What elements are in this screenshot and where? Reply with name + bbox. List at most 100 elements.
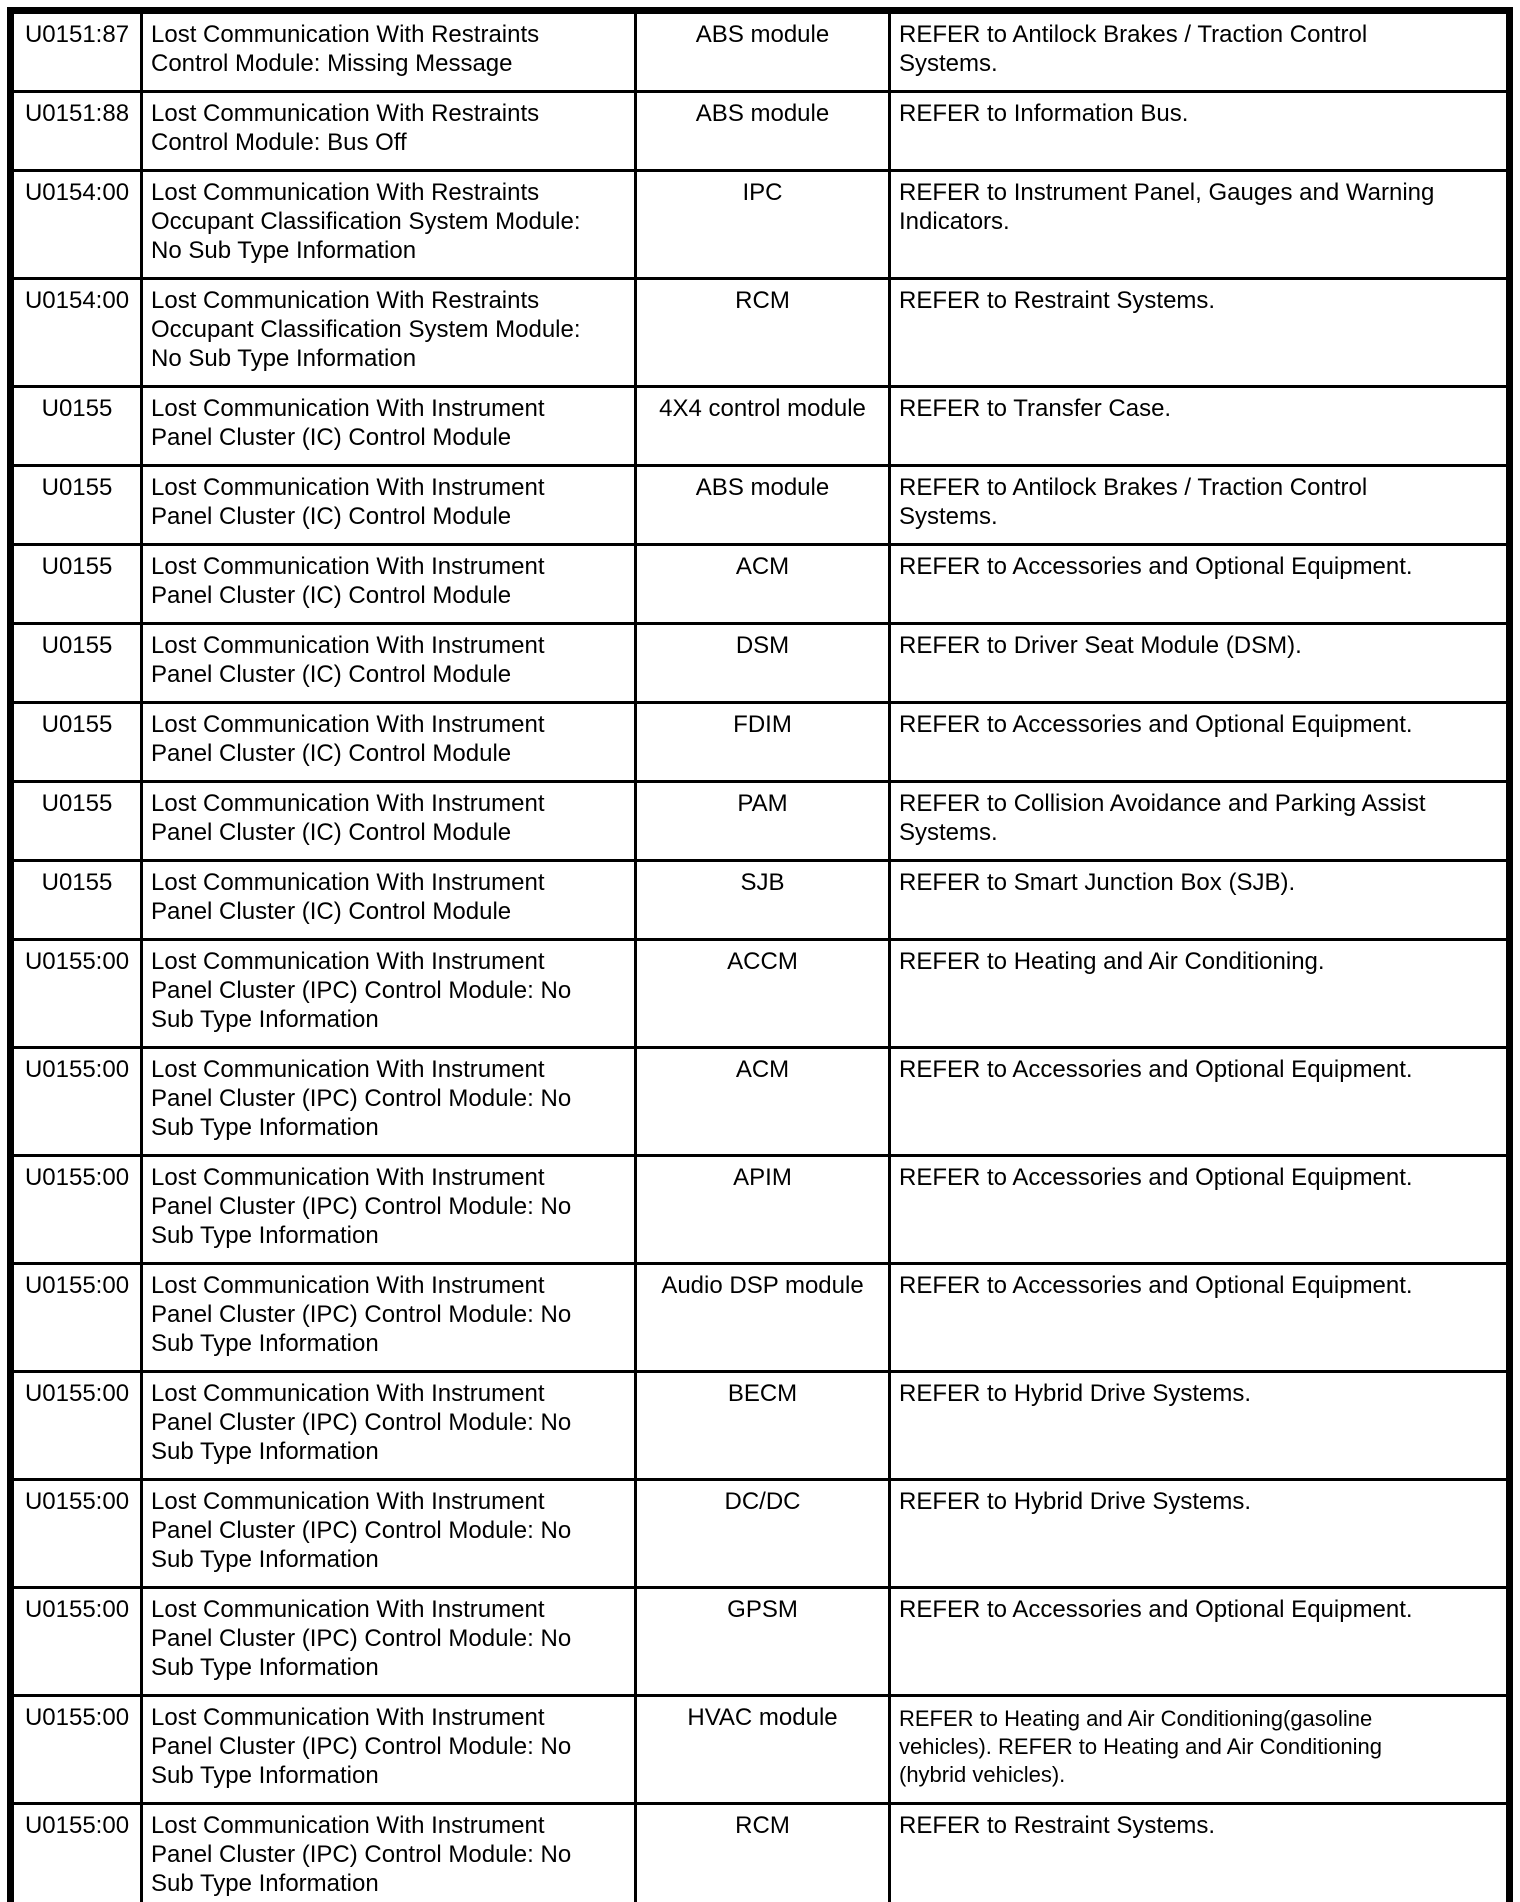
dtc-code-cell: U0155 [9, 543, 143, 625]
description-cell: Lost Communication With Instrument Panel… [140, 464, 637, 546]
table-row: U0155 Lost Communication With Instrument… [9, 543, 1511, 625]
module-cell: ACM [634, 543, 891, 625]
description-cell: Lost Communication With Instrument Panel… [140, 543, 637, 625]
action-cell: REFER to Heating and Air Conditioning(ga… [888, 1694, 1511, 1805]
table-row: U0151:87 Lost Communication With Restrai… [9, 9, 1511, 93]
module-cell: ACCM [634, 938, 891, 1049]
module-cell: BECM [634, 1370, 891, 1481]
table-row: U0155:00 Lost Communication With Instrum… [9, 1370, 1511, 1481]
dtc-code-cell: U0155:00 [9, 1370, 143, 1481]
action-cell: REFER to Accessories and Optional Equipm… [888, 1046, 1511, 1157]
action-cell: REFER to Antilock Brakes / Traction Cont… [888, 464, 1511, 546]
description-cell: Lost Communication With Instrument Panel… [140, 701, 637, 783]
dtc-code-cell: U0151:88 [9, 90, 143, 172]
action-cell: REFER to Restraint Systems. [888, 1802, 1511, 1902]
module-cell: PAM [634, 780, 891, 862]
table-row: U0154:00 Lost Communication With Restrai… [9, 277, 1511, 388]
dtc-code-cell: U0155:00 [9, 1154, 143, 1265]
table-row: U0155 Lost Communication With Instrument… [9, 859, 1511, 941]
dtc-table: U0151:87 Lost Communication With Restrai… [7, 7, 1513, 1902]
table-row: U0155:00 Lost Communication With Instrum… [9, 1802, 1511, 1902]
dtc-code-cell: U0155 [9, 464, 143, 546]
dtc-code-cell: U0155 [9, 859, 143, 941]
table-row: U0155:00 Lost Communication With Instrum… [9, 1262, 1511, 1373]
action-cell: REFER to Hybrid Drive Systems. [888, 1478, 1511, 1589]
dtc-code-cell: U0155:00 [9, 1694, 143, 1805]
table-row: U0154:00 Lost Communication With Restrai… [9, 169, 1511, 280]
description-cell: Lost Communication With Restraints Contr… [140, 90, 637, 172]
module-cell: 4X4 control module [634, 385, 891, 467]
module-cell: ABS module [634, 90, 891, 172]
dtc-code-cell: U0155:00 [9, 1586, 143, 1697]
dtc-code-cell: U0151:87 [9, 9, 143, 93]
description-cell: Lost Communication With Instrument Panel… [140, 1694, 637, 1805]
action-cell: REFER to Hybrid Drive Systems. [888, 1370, 1511, 1481]
description-cell: Lost Communication With Instrument Panel… [140, 1370, 637, 1481]
table-row: U0155:00 Lost Communication With Instrum… [9, 1694, 1511, 1805]
description-cell: Lost Communication With Restraints Occup… [140, 277, 637, 388]
table-row: U0151:88 Lost Communication With Restrai… [9, 90, 1511, 172]
table-row: U0155:00 Lost Communication With Instrum… [9, 938, 1511, 1049]
action-cell: REFER to Accessories and Optional Equipm… [888, 543, 1511, 625]
action-cell: REFER to Instrument Panel, Gauges and Wa… [888, 169, 1511, 280]
dtc-code-cell: U0155:00 [9, 1478, 143, 1589]
dtc-code-cell: U0155 [9, 622, 143, 704]
module-cell: ABS module [634, 464, 891, 546]
dtc-code-cell: U0155:00 [9, 1262, 143, 1373]
description-cell: Lost Communication With Instrument Panel… [140, 938, 637, 1049]
action-cell: REFER to Collision Avoidance and Parking… [888, 780, 1511, 862]
module-cell: APIM [634, 1154, 891, 1265]
action-cell: REFER to Heating and Air Conditioning. [888, 938, 1511, 1049]
module-cell: RCM [634, 277, 891, 388]
module-cell: RCM [634, 1802, 891, 1902]
dtc-code-cell: U0155 [9, 780, 143, 862]
table-row: U0155 Lost Communication With Instrument… [9, 385, 1511, 467]
module-cell: IPC [634, 169, 891, 280]
dtc-code-cell: U0154:00 [9, 169, 143, 280]
description-cell: Lost Communication With Restraints Contr… [140, 9, 637, 93]
action-cell: REFER to Accessories and Optional Equipm… [888, 1586, 1511, 1697]
dtc-code-cell: U0154:00 [9, 277, 143, 388]
action-cell: REFER to Accessories and Optional Equipm… [888, 1154, 1511, 1265]
description-cell: Lost Communication With Restraints Occup… [140, 169, 637, 280]
module-cell: GPSM [634, 1586, 891, 1697]
dtc-code-cell: U0155 [9, 701, 143, 783]
module-cell: DSM [634, 622, 891, 704]
dtc-code-cell: U0155:00 [9, 938, 143, 1049]
description-cell: Lost Communication With Instrument Panel… [140, 1586, 637, 1697]
action-cell: REFER to Accessories and Optional Equipm… [888, 1262, 1511, 1373]
table-row: U0155:00 Lost Communication With Instrum… [9, 1586, 1511, 1697]
description-cell: Lost Communication With Instrument Panel… [140, 1802, 637, 1902]
action-cell: REFER to Transfer Case. [888, 385, 1511, 467]
module-cell: SJB [634, 859, 891, 941]
dtc-code-cell: U0155 [9, 385, 143, 467]
description-cell: Lost Communication With Instrument Panel… [140, 780, 637, 862]
table-row: U0155 Lost Communication With Instrument… [9, 780, 1511, 862]
table-row: U0155:00 Lost Communication With Instrum… [9, 1478, 1511, 1589]
action-cell: REFER to Restraint Systems. [888, 277, 1511, 388]
action-cell: REFER to Antilock Brakes / Traction Cont… [888, 9, 1511, 93]
dtc-code-cell: U0155:00 [9, 1802, 143, 1902]
module-cell: ACM [634, 1046, 891, 1157]
dtc-table-body: U0151:87 Lost Communication With Restrai… [9, 9, 1511, 1902]
module-cell: ABS module [634, 9, 891, 93]
module-cell: DC/DC [634, 1478, 891, 1589]
table-row: U0155 Lost Communication With Instrument… [9, 464, 1511, 546]
description-cell: Lost Communication With Instrument Panel… [140, 1262, 637, 1373]
description-cell: Lost Communication With Instrument Panel… [140, 1478, 637, 1589]
action-cell: REFER to Accessories and Optional Equipm… [888, 701, 1511, 783]
module-cell: HVAC module [634, 1694, 891, 1805]
action-cell: REFER to Smart Junction Box (SJB). [888, 859, 1511, 941]
description-cell: Lost Communication With Instrument Panel… [140, 385, 637, 467]
action-cell: REFER to Driver Seat Module (DSM). [888, 622, 1511, 704]
description-cell: Lost Communication With Instrument Panel… [140, 859, 637, 941]
action-cell: REFER to Information Bus. [888, 90, 1511, 172]
module-cell: FDIM [634, 701, 891, 783]
description-cell: Lost Communication With Instrument Panel… [140, 1046, 637, 1157]
dtc-code-cell: U0155:00 [9, 1046, 143, 1157]
module-cell: Audio DSP module [634, 1262, 891, 1373]
table-row: U0155 Lost Communication With Instrument… [9, 701, 1511, 783]
description-cell: Lost Communication With Instrument Panel… [140, 1154, 637, 1265]
table-row: U0155 Lost Communication With Instrument… [9, 622, 1511, 704]
